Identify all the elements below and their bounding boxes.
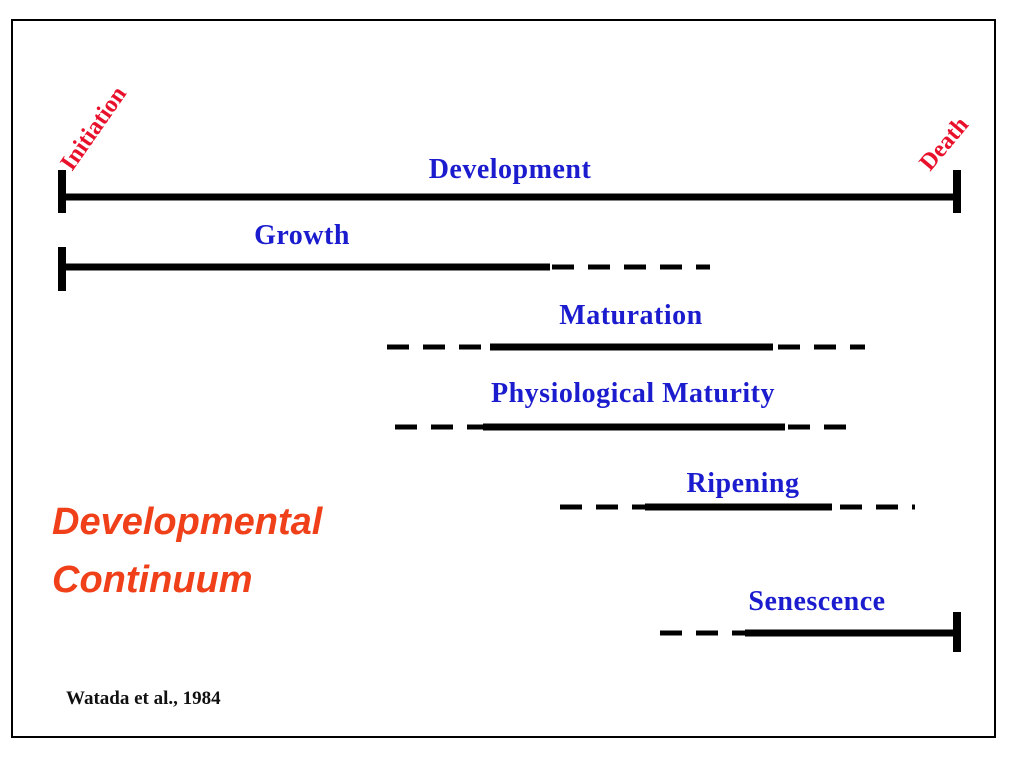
end-label: Death xyxy=(915,112,974,176)
stage-label: Physiological Maturity xyxy=(491,378,775,409)
title-line: Continuum xyxy=(52,559,253,601)
stage-label: Senescence xyxy=(748,586,885,617)
citation: Watada et al., 1984 xyxy=(66,688,221,709)
title-line: Developmental xyxy=(52,501,324,543)
start-label: Initiation xyxy=(56,82,132,176)
stage-label: Growth xyxy=(254,220,350,251)
stage-label: Ripening xyxy=(687,468,800,499)
stage-label: Development xyxy=(429,154,592,185)
frame xyxy=(11,19,996,738)
stage-label: Maturation xyxy=(559,300,702,331)
